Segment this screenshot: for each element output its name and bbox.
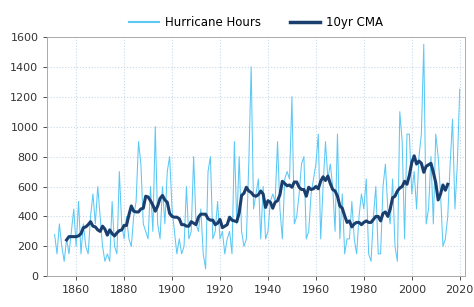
Hurricane Hours <box>205 170 211 173</box>
Hurricane Hours <box>416 155 422 158</box>
10yr CMA <box>445 182 451 186</box>
10yr CMA <box>172 215 177 219</box>
Hurricane Hours <box>457 87 463 91</box>
10yr CMA <box>411 154 417 158</box>
10yr CMA <box>140 206 146 210</box>
Line: Hurricane Hours: Hurricane Hours <box>55 44 460 269</box>
Hurricane Hours <box>251 207 256 211</box>
Hurricane Hours <box>267 200 273 203</box>
10yr CMA <box>428 161 434 165</box>
Legend: Hurricane Hours, 10yr CMA: Hurricane Hours, 10yr CMA <box>125 12 387 34</box>
Hurricane Hours <box>109 200 115 203</box>
Hurricane Hours <box>52 233 57 236</box>
10yr CMA <box>64 238 69 242</box>
Hurricane Hours <box>248 65 254 68</box>
Line: 10yr CMA: 10yr CMA <box>66 156 448 240</box>
Hurricane Hours <box>421 42 427 46</box>
10yr CMA <box>375 215 381 218</box>
Hurricane Hours <box>203 267 209 271</box>
10yr CMA <box>310 187 316 191</box>
10yr CMA <box>275 199 281 203</box>
